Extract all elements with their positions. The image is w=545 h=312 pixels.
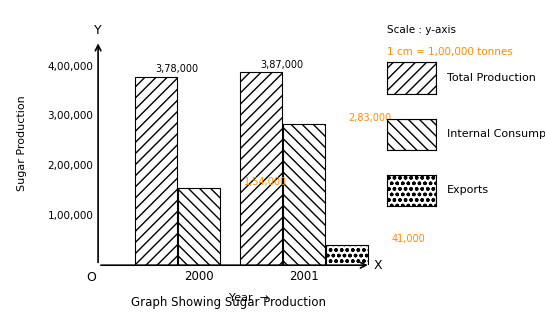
Bar	[326, 245, 368, 265]
Bar	[283, 124, 325, 265]
Bar	[178, 188, 220, 265]
Text: Year  →: Year →	[229, 293, 269, 303]
Text: 41,000: 41,000	[391, 234, 425, 244]
Bar	[240, 72, 282, 265]
Text: 3,78,000: 3,78,000	[156, 64, 199, 74]
Text: Graph Showing Sugar Production: Graph Showing Sugar Production	[131, 296, 326, 309]
Text: Scale : y-axis: Scale : y-axis	[387, 25, 456, 35]
Text: Internal Consumption: Internal Consumption	[447, 129, 545, 139]
Text: Sugar Production: Sugar Production	[17, 96, 27, 191]
Bar	[135, 76, 177, 265]
Text: Total Production: Total Production	[447, 73, 536, 83]
Text: Exports: Exports	[447, 185, 489, 195]
Text: 1,54,000: 1,54,000	[244, 177, 287, 187]
Text: O: O	[86, 271, 96, 284]
Text: 3,87,000: 3,87,000	[261, 60, 304, 70]
Text: 1 cm = 1,00,000 tonnes: 1 cm = 1,00,000 tonnes	[387, 47, 513, 57]
Text: 2,83,000: 2,83,000	[348, 113, 392, 123]
Text: Y: Y	[94, 24, 102, 37]
Text: X: X	[374, 259, 383, 272]
